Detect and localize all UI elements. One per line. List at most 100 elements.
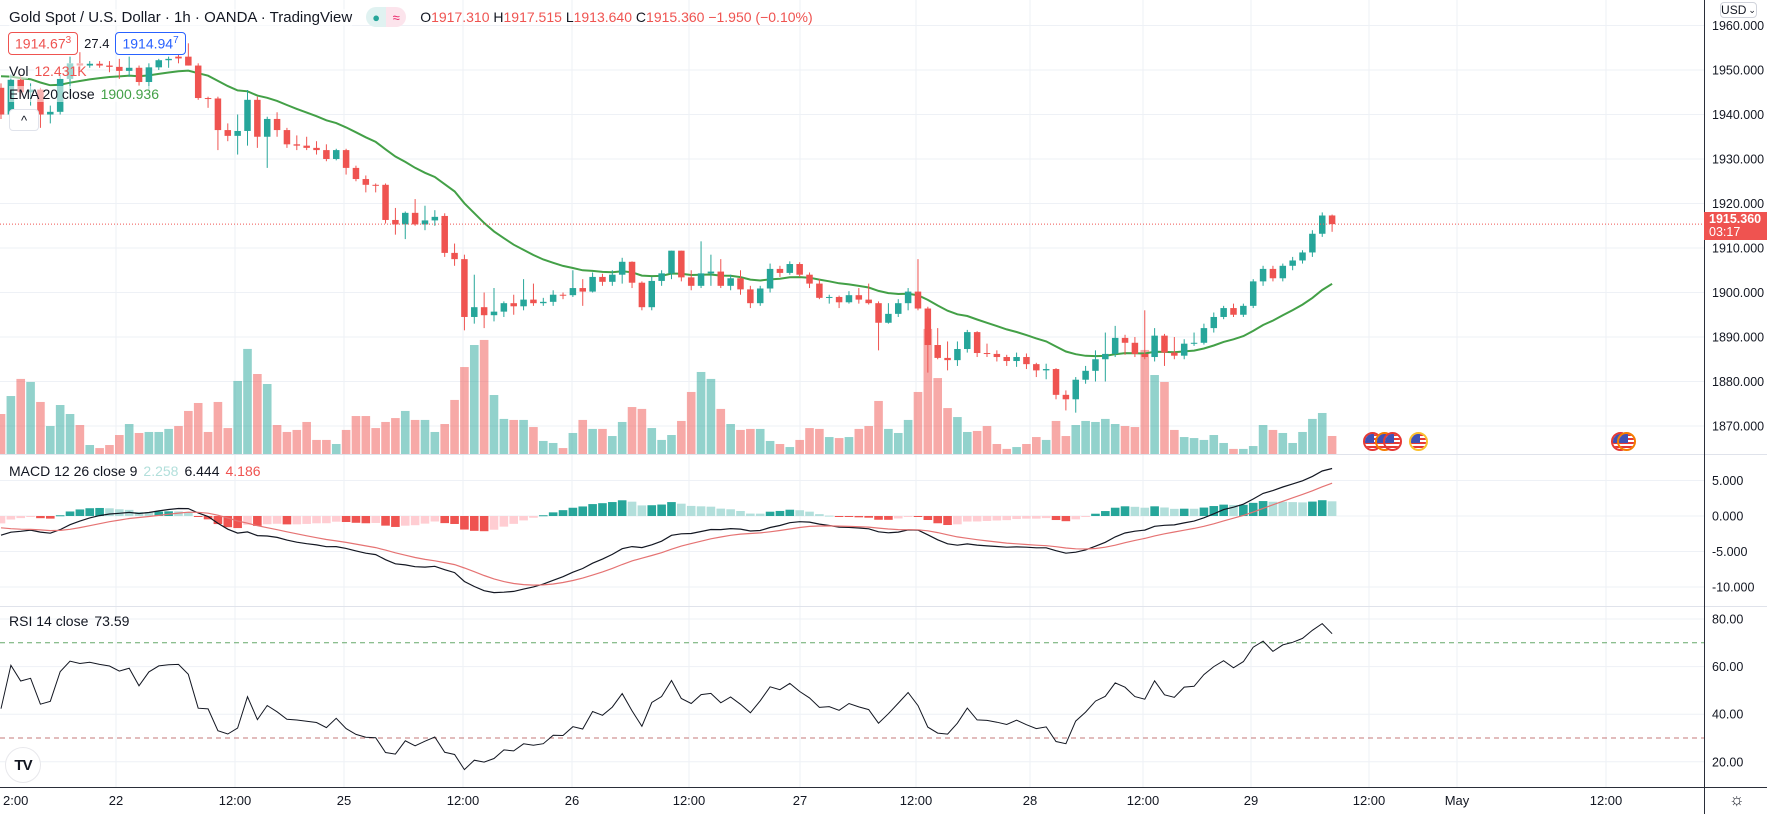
candle-body <box>480 307 488 316</box>
candle <box>1249 279 1257 309</box>
settings-icon[interactable]: ☼ <box>1729 790 1745 809</box>
candle-body <box>165 58 172 61</box>
candle <box>786 261 794 275</box>
candle <box>776 265 784 277</box>
candle <box>303 136 310 151</box>
candle <box>1033 362 1040 378</box>
macd-hist-bar <box>893 516 903 519</box>
volume-bar <box>46 426 55 454</box>
candle <box>964 329 971 353</box>
candle-body <box>352 167 360 180</box>
candle-body <box>303 145 310 148</box>
volume-bar <box>1199 439 1209 454</box>
macd-hist-bar <box>203 516 213 520</box>
candle-body <box>421 220 429 225</box>
market-open-icon[interactable]: ● <box>366 7 387 27</box>
candle <box>431 210 439 226</box>
candle <box>362 175 370 193</box>
candle-body <box>145 67 153 83</box>
collapse-legend-button[interactable]: ^ <box>9 109 39 131</box>
time-axis-label: 12:00 <box>900 793 933 808</box>
us-flag-event-icon[interactable] <box>1617 432 1636 451</box>
candle-body <box>530 299 537 304</box>
price-axis-label: 1940.000 <box>1712 108 1764 122</box>
macd-hist-bar <box>302 516 311 524</box>
macd-hist-bar <box>1288 502 1297 516</box>
chevron-up-icon: ^ <box>20 112 28 128</box>
candle-body <box>1042 369 1050 371</box>
axes: 2:00 22 12:00 25 12:00 26 12:00 27 12:00 28 12:00 2… <box>3 19 1764 808</box>
logo-text: TV <box>14 756 32 774</box>
candle <box>737 270 744 295</box>
time-axis-label: May <box>1445 793 1470 808</box>
volume-bar <box>134 432 144 454</box>
volume-bar <box>874 400 883 454</box>
candle-body <box>263 118 271 137</box>
candle-body <box>924 308 932 346</box>
candle-body <box>1309 233 1316 253</box>
candle-body <box>1299 252 1306 261</box>
volume-bar <box>351 416 361 454</box>
rsi-legend[interactable]: RSI 14 close 73.59 <box>9 613 129 629</box>
macd-hist-bar <box>805 511 814 516</box>
macd-hist-bar <box>440 516 449 524</box>
tradingview-logo[interactable]: TV <box>5 747 41 783</box>
rsi-line <box>0 622 1333 771</box>
ema-legend[interactable]: EMA 20 close 1900.936 <box>9 86 160 102</box>
delayed-data-icon[interactable]: ≈ <box>386 7 407 27</box>
candle-body <box>1171 352 1178 356</box>
macd-legend[interactable]: MACD 12 26 close 9 2.258 6.444 4.186 <box>9 463 261 479</box>
us-flag-event-icon[interactable] <box>1383 432 1402 451</box>
last-price-value: 1915.360 <box>1709 212 1762 226</box>
macd-hist-bar <box>568 507 578 516</box>
macd-axis-label: 0.000 <box>1712 510 1743 524</box>
candle-body <box>549 294 557 302</box>
macd-hist-bar <box>657 504 666 516</box>
candle <box>441 213 448 257</box>
volume-bar <box>262 384 272 454</box>
macd-hist-bar <box>1278 501 1288 516</box>
candle-body <box>1052 369 1060 395</box>
candle <box>234 114 241 155</box>
buy-button[interactable]: 1914.947 <box>115 32 186 55</box>
volume-legend[interactable]: Vol 12.431K <box>9 63 87 79</box>
candle <box>579 279 586 306</box>
candle <box>1013 352 1020 367</box>
macd-hist-bar <box>213 516 223 525</box>
currency-button[interactable]: USD ⌄ <box>1720 2 1757 18</box>
candle <box>825 294 833 304</box>
macd-hist-value: 2.258 <box>143 463 179 479</box>
macd-hist-bar <box>1229 504 1238 516</box>
macd-hist-bar <box>962 516 972 522</box>
candle-body <box>845 295 853 303</box>
volume-bar <box>1308 418 1317 454</box>
candle-body <box>964 332 971 350</box>
rsi-axis-label: 40.00 <box>1712 708 1743 722</box>
macd-hist-bar <box>410 516 420 526</box>
candle-body <box>402 212 409 225</box>
ema-series <box>0 69 1333 358</box>
volume-bar <box>460 367 469 454</box>
macd-hist-bar <box>1110 507 1120 516</box>
sell-button[interactable]: 1914.673 <box>8 32 79 55</box>
volume-bar <box>923 328 933 454</box>
candle <box>865 283 872 305</box>
symbol-title[interactable]: Gold Spot / U.S. Dollar · 1h · OANDA · T… <box>9 8 353 26</box>
candle-body <box>609 274 616 282</box>
volume-bar <box>686 391 696 454</box>
volume-bar <box>331 444 341 454</box>
macd-hist-bar <box>696 506 706 516</box>
candle <box>1131 337 1139 358</box>
macd-label: MACD 12 26 close 9 <box>9 463 138 479</box>
macd-hist-bar <box>854 516 864 518</box>
us-flag-event-icon[interactable] <box>1409 432 1428 451</box>
status-badges[interactable]: ● ≈ <box>366 7 407 27</box>
candle <box>609 270 616 286</box>
candle-body <box>1328 215 1336 225</box>
ema-value: 1900.936 <box>100 86 160 102</box>
candle-body <box>895 303 902 314</box>
candle <box>106 61 113 73</box>
volume-bar <box>815 428 824 454</box>
macd-hist-bar <box>686 505 696 516</box>
